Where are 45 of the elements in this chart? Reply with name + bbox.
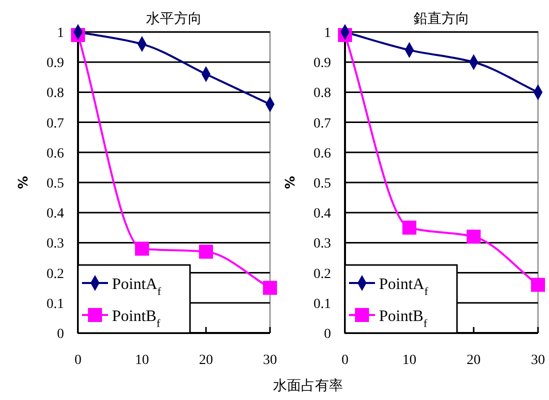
y-tick-label: 0.5	[314, 176, 331, 192]
y-tick-label: 0.3	[314, 236, 331, 252]
legend-label: PointB$_{f}$	[379, 308, 428, 330]
y-axis-title: %	[14, 176, 29, 190]
point	[402, 220, 416, 235]
x-tick-label: 20	[199, 353, 213, 368]
x-tick-label: 20	[466, 353, 481, 368]
x-tick-label: 30	[531, 353, 545, 368]
y-tick-label: 0.7	[314, 116, 331, 132]
y-tick-label: 0.4	[314, 206, 331, 222]
x-tick-label: 0	[342, 353, 348, 368]
x-axis-title: 水面占有率	[273, 378, 343, 394]
point	[135, 242, 149, 256]
y-tick-label: 0.6	[46, 146, 64, 162]
x-tick-label: 10	[135, 353, 149, 368]
y-tick-label: 0.1	[46, 296, 64, 312]
y-tick-label: 0.5	[46, 176, 64, 192]
y-tick-label: 0.8	[46, 86, 64, 102]
point	[531, 278, 545, 292]
y-axis-title: %	[281, 176, 296, 190]
y-tick-label: 0.6	[314, 146, 331, 162]
y-tick-label: 1	[57, 26, 64, 41]
y-tick-label: 0.9	[314, 56, 331, 72]
x-tick-label: 30	[263, 353, 277, 368]
y-tick-label: 0	[57, 327, 64, 342]
legend-label: PointA$_{f}$	[379, 276, 428, 298]
y-tick-label: 0.4	[46, 206, 64, 222]
y-tick-label: 0.8	[314, 86, 331, 102]
chart-title: 水平方向	[146, 11, 202, 27]
y-tick-label: 0.9	[46, 56, 64, 72]
legend-label: PointB$_{f}$	[112, 308, 160, 330]
y-tick-label: 0	[324, 327, 331, 342]
x-tick-label: 10	[402, 353, 416, 368]
chart-title: 鉛直方向	[414, 11, 470, 27]
x-tick-label: 0	[74, 353, 82, 368]
y-tick-label: 0.2	[46, 266, 64, 282]
point	[263, 280, 277, 295]
y-tick-label: 0.2	[314, 266, 331, 282]
y-tick-label: 1	[324, 26, 331, 41]
point	[199, 244, 213, 259]
y-tick-label: 0.3	[46, 236, 64, 252]
y-tick-label: 0.1	[314, 296, 331, 312]
point	[466, 230, 481, 244]
legend-label: PointA$_{f}$	[112, 276, 162, 298]
y-tick-label: 0.7	[46, 116, 64, 132]
